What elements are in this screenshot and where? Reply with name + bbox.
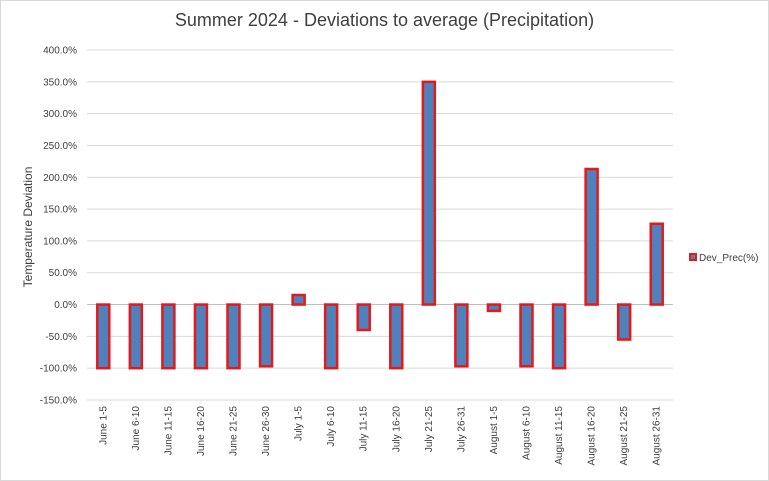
bar (486, 303, 502, 313)
bar (616, 303, 632, 341)
y-tick-label: -100.0% (40, 364, 77, 375)
y-tick-label: 300.0% (43, 109, 77, 120)
x-tick-label: August 26-31 (652, 406, 663, 466)
x-tick-label: August 11-15 (554, 406, 565, 465)
x-tick-label: July 16-20 (391, 406, 402, 453)
bar (551, 303, 567, 370)
bar (161, 303, 176, 370)
legend-label: Dev_Prec(%) (699, 253, 758, 264)
x-tick-label: July 11-15 (359, 406, 370, 452)
y-tick-label: 100.0% (43, 236, 77, 247)
bar (96, 303, 111, 370)
bar (323, 303, 339, 370)
bar (389, 303, 404, 370)
x-tick-label: June 6-10 (131, 406, 142, 451)
x-tick-label: August 1-5 (489, 406, 500, 455)
x-tick-label: June 11-15 (163, 406, 174, 456)
y-tick-label: 50.0% (49, 268, 77, 279)
x-tick-label: July 1-5 (294, 406, 305, 441)
legend-swatch (689, 253, 697, 261)
y-tick-label: -50.0% (45, 332, 77, 343)
x-tick-label: July 21-25 (424, 406, 435, 453)
bar (291, 293, 306, 306)
x-tick-label: June 1-5 (98, 406, 109, 445)
y-tick-label: 0.0% (54, 300, 77, 311)
bar (258, 303, 274, 368)
y-tick-label: 350.0% (43, 77, 77, 88)
bar (454, 303, 469, 368)
x-tick-label: July 6-10 (326, 406, 337, 447)
bar (519, 303, 534, 368)
x-tick-label: July 26-31 (456, 406, 467, 453)
bar (193, 303, 209, 370)
x-tick-label: August 6-10 (522, 406, 533, 460)
y-tick-label: 250.0% (43, 141, 77, 152)
x-tick-label: August 16-20 (587, 406, 598, 466)
y-tick-label: 200.0% (43, 173, 77, 184)
y-tick-label: 400.0% (43, 46, 77, 57)
bar (356, 303, 371, 332)
bar (128, 303, 144, 370)
bar (421, 80, 437, 306)
y-tick-label: -150.0% (40, 396, 77, 407)
bar (584, 167, 599, 306)
x-tick-label: June 16-20 (196, 406, 207, 456)
x-tick-label: June 26-30 (261, 406, 272, 456)
x-tick-label: June 21-25 (229, 406, 240, 456)
y-tick-label: 150.0% (43, 205, 77, 216)
x-tick-label: August 21-25 (619, 406, 630, 466)
bar (226, 303, 241, 370)
chart-title: Summer 2024 - Deviations to average (Pre… (174, 10, 595, 30)
y-axis-title: Temperature Deviation (21, 167, 35, 288)
bar (649, 222, 664, 306)
